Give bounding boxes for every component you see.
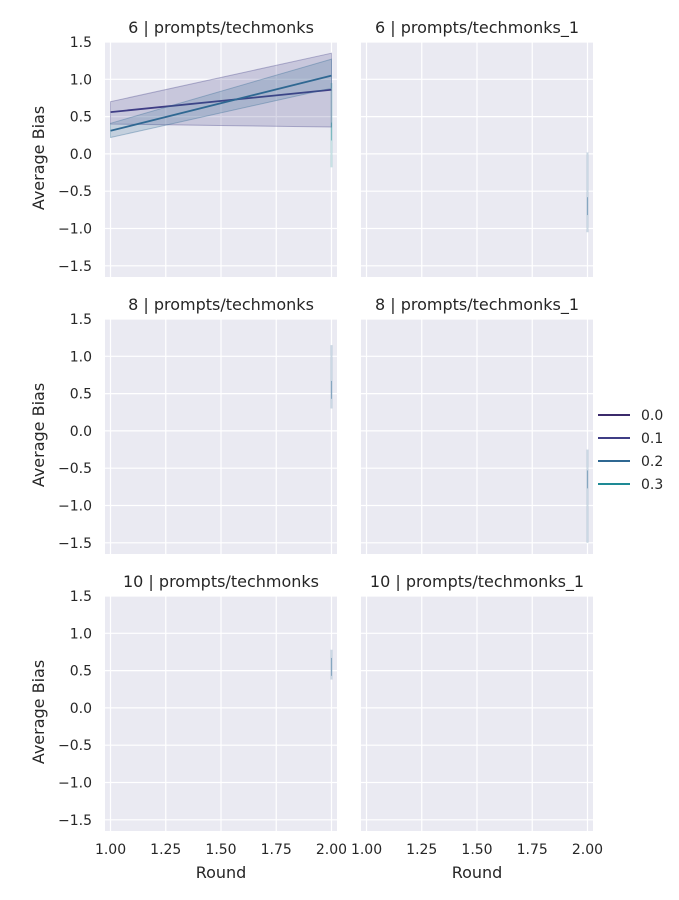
confidence-band xyxy=(330,345,333,409)
y-tick-label: 0.5 xyxy=(70,664,92,680)
series-line xyxy=(110,88,332,114)
series-line xyxy=(110,74,332,132)
x-tick-label: 1.75 xyxy=(517,842,548,858)
y-axis-label-row-1: Average Bias xyxy=(29,106,48,210)
y-tick-label: −0.5 xyxy=(58,184,92,200)
legend-label: 0.0 xyxy=(641,408,663,424)
facet-panel: 6 | prompts/techmonks_1 xyxy=(361,18,593,277)
confidence-band xyxy=(586,152,589,233)
y-tick-label: −1.0 xyxy=(58,776,92,792)
y-tick-label: 1.0 xyxy=(70,349,92,365)
facet-title: 10 | prompts/techmonks_1 xyxy=(370,572,584,592)
x-tick-label: 1.50 xyxy=(205,842,236,858)
y-tick-label: 1.0 xyxy=(70,626,92,642)
facet-panel: 8 | prompts/techmonks 1.5 1.0 0.5 0.0 −0.5 −1.… xyxy=(58,295,337,554)
facet-panel: 10 | prompts/techmonks 1.5 1.0 0.5 0.0 −0.5 −1… xyxy=(58,572,347,858)
x-tick-label: 2.00 xyxy=(572,842,603,858)
confidence-band xyxy=(110,52,332,128)
facet-grid: 6 | prompts/techmonks 1.5 1.0 0.5 0.0 −0.5 −1.… xyxy=(58,18,603,858)
facet-panel: 10 | prompts/techmonks_1 1.00 1.25 1.50 1.75… xyxy=(351,572,603,858)
y-tick-label: −1.0 xyxy=(58,222,92,238)
x-axis-label-left: Round xyxy=(196,863,247,882)
confidence-band xyxy=(330,83,333,168)
facet-title: 6 | prompts/techmonks xyxy=(128,18,314,37)
facet-title: 8 | prompts/techmonks_1 xyxy=(375,295,579,315)
y-axis-label-row-2: Average Bias xyxy=(29,383,48,487)
facet-title: 6 | prompts/techmonks_1 xyxy=(375,18,579,38)
x-tick-label: 1.25 xyxy=(150,842,181,858)
facet-title: 10 | prompts/techmonks xyxy=(123,572,319,591)
x-tick-label: 1.75 xyxy=(261,842,292,858)
x-axis-label-right: Round xyxy=(452,863,503,882)
legend-label: 0.2 xyxy=(641,454,663,470)
legend-label: 0.1 xyxy=(641,431,663,447)
facet-title: 8 | prompts/techmonks xyxy=(128,295,314,314)
x-tick-label: 1.00 xyxy=(351,842,382,858)
y-tick-label: 1.5 xyxy=(70,35,92,51)
facet-panel: 6 | prompts/techmonks 1.5 1.0 0.5 0.0 −0.5 −1.… xyxy=(58,18,337,277)
y-tick-label: 0.5 xyxy=(70,387,92,403)
y-tick-label: −0.5 xyxy=(58,461,92,477)
legend-label: 0.3 xyxy=(641,477,663,493)
y-tick-label: 1.5 xyxy=(70,312,92,328)
y-tick-label: 0.0 xyxy=(70,424,92,440)
x-tick-label: 1.00 xyxy=(95,842,126,858)
legend: 0.0 0.1 0.2 0.3 xyxy=(598,408,663,493)
y-tick-label: 0.0 xyxy=(70,701,92,717)
confidence-band xyxy=(110,58,332,139)
y-tick-label: 0.5 xyxy=(70,110,92,126)
y-tick-label: −1.5 xyxy=(58,536,92,552)
y-tick-label: −1.5 xyxy=(58,259,92,275)
x-tick-label: 1.25 xyxy=(406,842,437,858)
y-tick-label: −1.5 xyxy=(58,813,92,829)
y-axis-label-row-3: Average Bias xyxy=(29,660,48,764)
confidence-band xyxy=(330,649,333,680)
y-tick-label: 1.5 xyxy=(70,589,92,605)
facet-panel: 8 | prompts/techmonks_1 xyxy=(361,295,593,554)
confidence-band xyxy=(586,449,589,543)
y-tick-label: −0.5 xyxy=(58,738,92,754)
y-tick-label: 0.0 xyxy=(70,147,92,163)
x-tick-label: 2.00 xyxy=(316,842,347,858)
y-tick-label: −1.0 xyxy=(58,499,92,515)
x-tick-label: 1.50 xyxy=(461,842,492,858)
y-tick-label: 1.0 xyxy=(70,72,92,88)
